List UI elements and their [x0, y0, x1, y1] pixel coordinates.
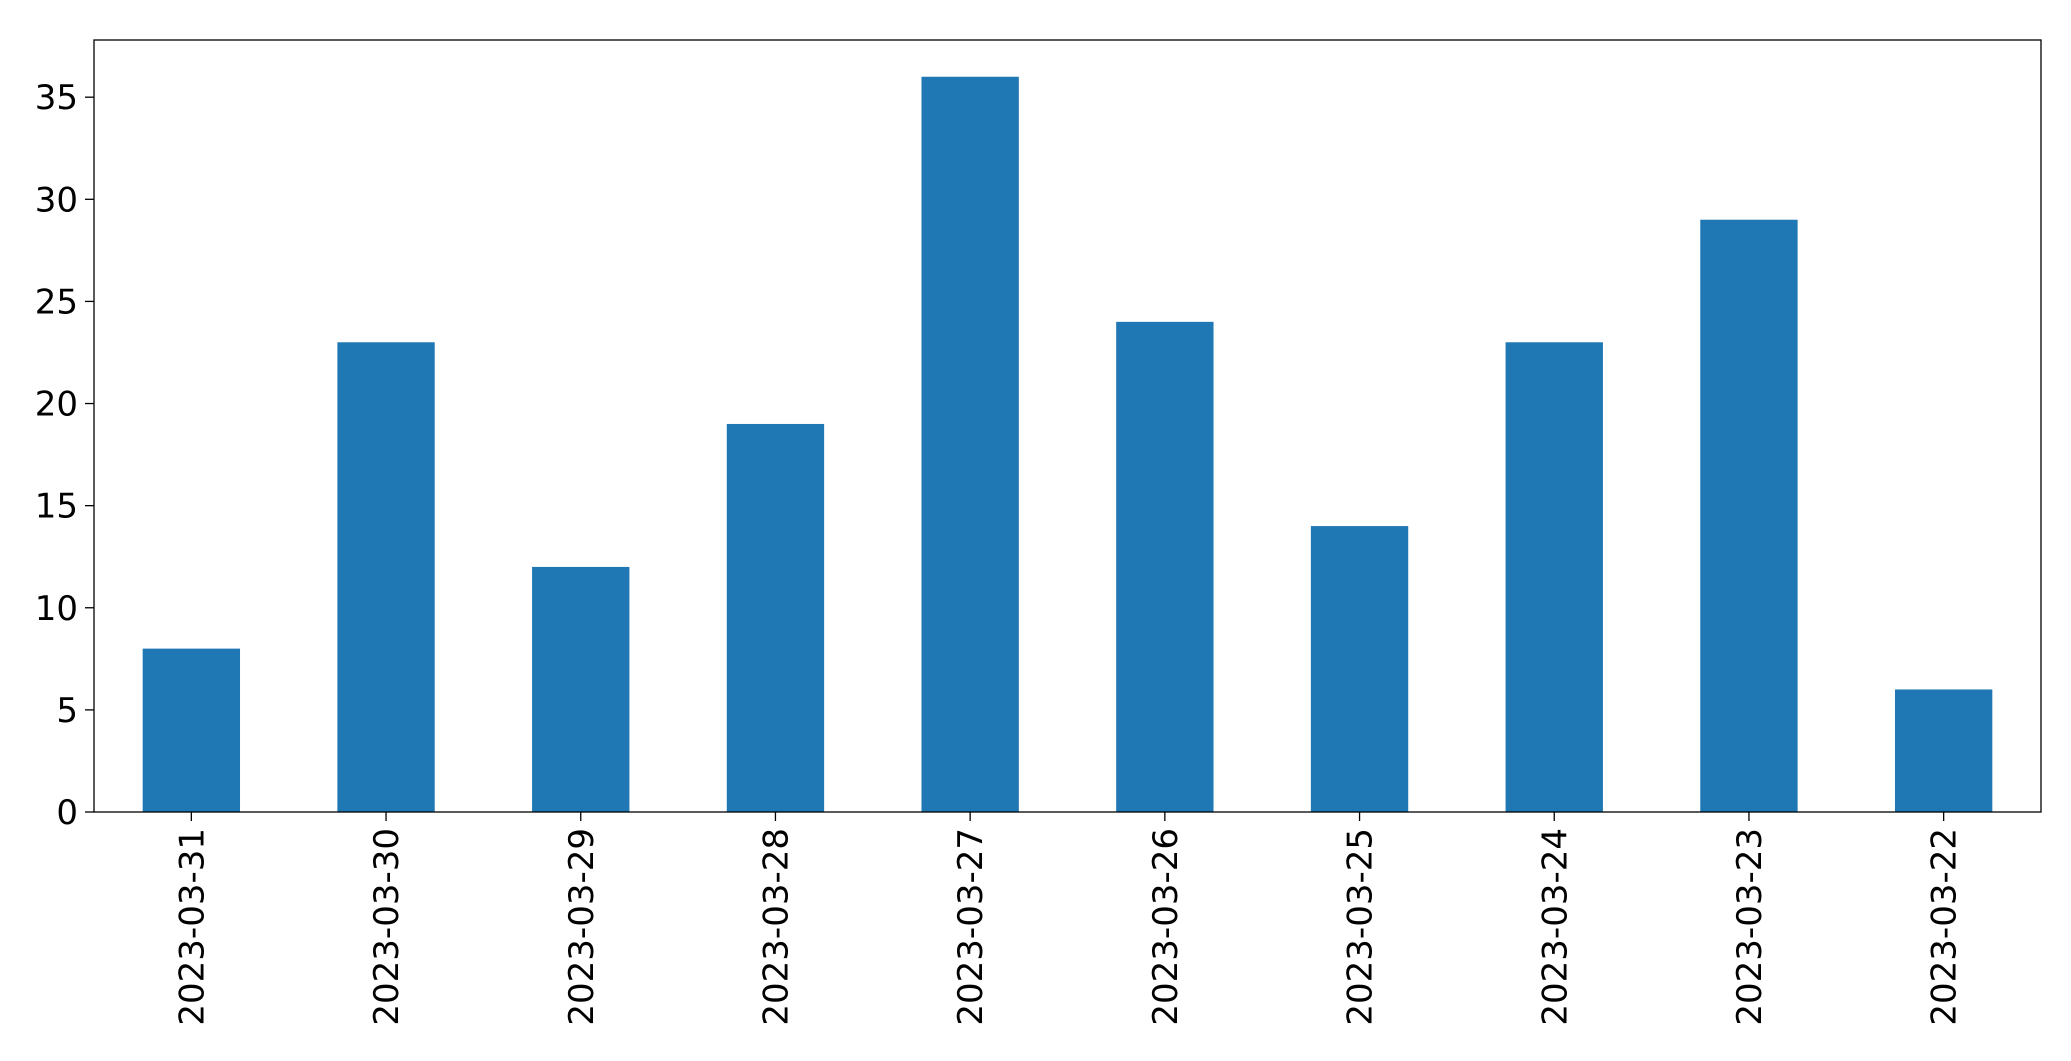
y-tick-label: 35 [35, 78, 78, 118]
x-tick-label: 2023-03-24 [1535, 828, 1575, 1026]
bar [1894, 689, 1993, 812]
bar [1505, 342, 1603, 812]
y-tick-label: 10 [35, 589, 78, 629]
bar [921, 76, 1019, 812]
bar [1700, 219, 1798, 813]
y-tick-label: 25 [35, 282, 78, 322]
bar [726, 423, 825, 812]
x-tick-label: 2023-03-27 [951, 828, 991, 1026]
y-tick-label: 15 [35, 487, 78, 527]
y-tick-label: 30 [35, 180, 78, 220]
bar [142, 648, 241, 812]
x-tick-label: 2023-03-31 [172, 828, 212, 1026]
x-tick-label: 2023-03-28 [756, 828, 796, 1026]
y-tick-label: 0 [56, 793, 78, 833]
x-tick-label: 2023-03-23 [1730, 828, 1770, 1026]
x-tick-label: 2023-03-29 [562, 828, 602, 1026]
y-tick-label: 5 [56, 691, 78, 731]
x-tick-label: 2023-03-25 [1341, 828, 1381, 1026]
bar [337, 342, 435, 812]
x-tick-label: 2023-03-26 [1146, 828, 1186, 1026]
plot-area [85, 76, 1993, 813]
bar [532, 566, 630, 812]
y-tick-label: 20 [35, 385, 78, 425]
x-tick-label: 2023-03-30 [367, 828, 407, 1026]
bar [1310, 526, 1409, 812]
axes-frame [93, 39, 2042, 813]
bar [1116, 321, 1214, 812]
x-tick-label: 2023-03-22 [1925, 828, 1965, 1026]
